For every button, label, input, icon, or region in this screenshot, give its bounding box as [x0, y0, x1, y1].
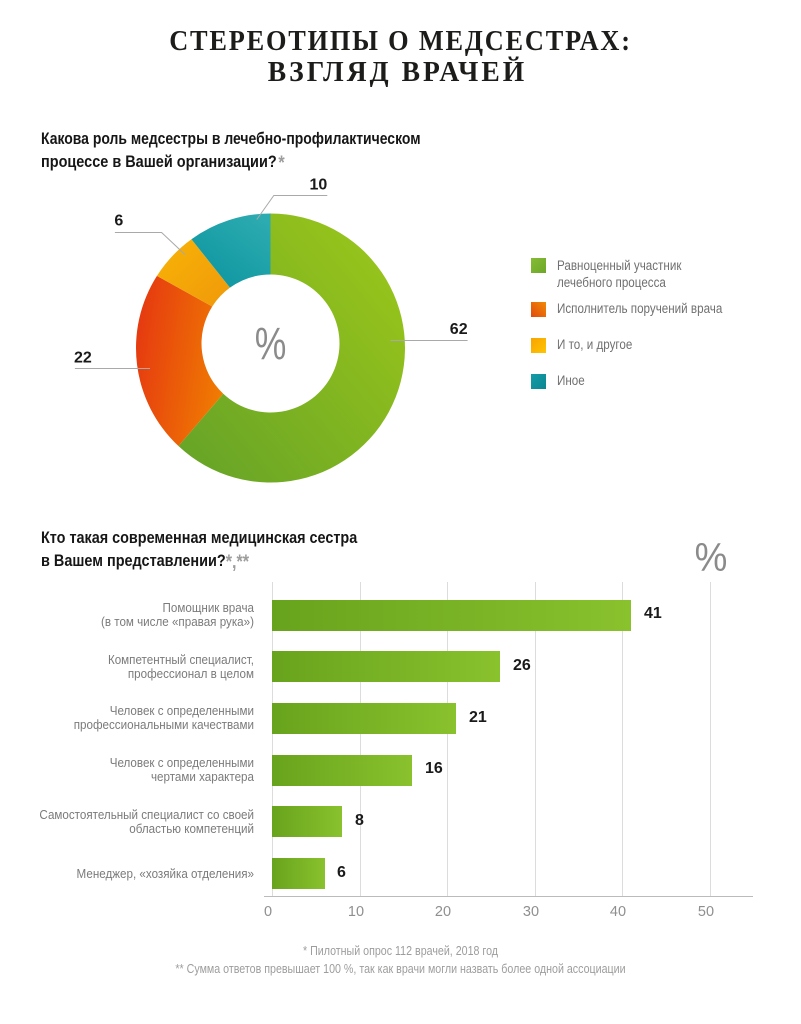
svg-text:%: % — [255, 318, 287, 369]
svg-text:22: 22 — [74, 349, 92, 366]
svg-text:6: 6 — [114, 212, 123, 229]
svg-text:62: 62 — [450, 321, 468, 338]
svg-text:10: 10 — [310, 176, 328, 193]
